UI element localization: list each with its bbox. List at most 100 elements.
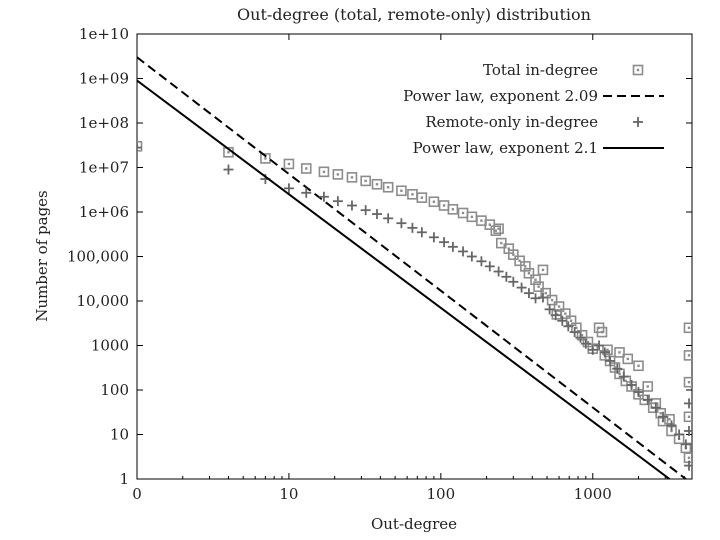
data-point-series-0	[260, 153, 271, 164]
data-point-series-0	[683, 322, 692, 334]
data-point-series-2	[301, 187, 312, 198]
data-point-series-2	[605, 355, 616, 366]
data-point-series-0-dot	[550, 298, 554, 302]
data-point-series-0-box	[490, 225, 502, 236]
data-point-series-0	[642, 381, 654, 392]
data-point-series-0-box	[371, 178, 383, 190]
data-point-series-2	[396, 218, 407, 229]
data-point-series-0-dot	[305, 167, 308, 170]
data-point-series-2	[599, 347, 610, 358]
data-point-series-0-dot	[534, 278, 537, 281]
data-point-series-0	[596, 326, 608, 338]
series-line-3	[137, 79, 671, 479]
data-point-series-0	[447, 203, 459, 215]
data-point-series-0-dot	[461, 211, 465, 215]
data-point-series-0-box	[633, 360, 644, 372]
x-tick-label: 1000	[574, 485, 612, 503]
data-point-series-0	[602, 344, 613, 356]
data-point-series-2	[618, 371, 629, 382]
data-point-series-2	[684, 425, 692, 436]
data-point-series-2	[484, 261, 495, 272]
legend-label-2: Remote-only in-degree	[425, 113, 598, 131]
data-point-series-2	[658, 411, 669, 422]
legend-marker-0-box	[632, 64, 644, 76]
data-point-series-0	[490, 225, 502, 236]
data-point-series-0-dot	[668, 418, 671, 421]
data-point-series-0	[560, 308, 571, 319]
data-point-series-0-box	[360, 175, 371, 187]
data-point-series-0-dot	[350, 176, 354, 179]
data-point-series-0-dot	[606, 348, 609, 352]
data-point-series-0-dot	[494, 229, 497, 232]
chart-title: Out-degree (total, remote-only) distribu…	[237, 5, 591, 24]
data-point-series-0-box	[137, 140, 143, 152]
data-point-series-0	[428, 196, 440, 208]
y-axis-label: Number of pages	[33, 190, 51, 322]
data-point-series-2	[642, 394, 653, 405]
data-point-series-0-dot	[512, 253, 515, 256]
data-point-series-0-box	[553, 301, 565, 312]
data-point-series-0-dot	[618, 351, 621, 354]
data-point-series-0	[495, 237, 507, 249]
legend-marker-0	[632, 64, 644, 76]
data-point-series-0	[533, 281, 544, 292]
data-point-series-2	[626, 379, 637, 390]
data-point-series-0-box	[428, 196, 440, 208]
data-point-series-0-dot	[600, 330, 604, 334]
data-point-series-0-box	[523, 267, 535, 279]
y-tick-label: 10,000	[77, 292, 130, 310]
data-point-series-0-box	[416, 192, 428, 203]
data-point-series-0-box	[382, 181, 394, 193]
data-point-series-2	[466, 251, 477, 262]
data-point-series-0-dot	[687, 456, 691, 459]
data-point-series-2	[557, 315, 568, 326]
data-point-series-2	[407, 222, 418, 233]
data-point-series-0-dot	[488, 223, 491, 226]
data-point-series-0	[655, 407, 666, 419]
data-point-series-2	[372, 209, 383, 220]
data-point-series-0	[683, 411, 692, 423]
data-point-series-0-dot	[544, 291, 547, 295]
data-point-series-0-box	[514, 255, 525, 267]
data-point-series-2	[318, 191, 329, 202]
data-point-series-0-dot	[432, 200, 436, 203]
data-point-series-2	[680, 439, 691, 450]
data-point-series-2	[332, 196, 343, 207]
data-point-series-0	[283, 158, 295, 170]
data-point-series-2	[544, 304, 555, 315]
data-point-series-0-dot	[500, 241, 503, 245]
data-point-series-0-box	[520, 261, 531, 272]
data-point-series-0-box	[396, 185, 407, 197]
data-point-series-0-box	[576, 329, 588, 341]
data-point-series-0-dot	[687, 354, 691, 357]
x-axis-label: Out-degree	[371, 515, 457, 533]
data-point-series-0	[493, 223, 504, 235]
data-point-series-0	[546, 294, 558, 306]
data-point-series-2	[501, 271, 512, 282]
data-point-series-0-box	[346, 172, 358, 183]
data-point-series-0-dot	[322, 170, 326, 174]
data-point-series-2	[416, 227, 427, 238]
data-point-series-0-box	[546, 294, 558, 306]
data-point-series-0-dot	[687, 415, 691, 418]
data-point-series-0-dot	[524, 265, 527, 268]
data-point-series-0-dot	[613, 366, 617, 369]
data-point-series-0-dot	[687, 380, 691, 384]
data-point-series-0-box	[332, 169, 344, 180]
data-point-series-2	[476, 256, 487, 267]
y-tick-label: 1e+10	[79, 25, 129, 43]
data-point-series-0-dot	[264, 157, 267, 160]
data-point-series-0	[683, 350, 692, 361]
data-point-series-0-box	[683, 411, 692, 423]
data-point-series-2	[360, 205, 371, 216]
data-point-series-2	[493, 266, 504, 277]
data-point-series-0-dot	[527, 272, 531, 275]
y-tick-label: 1000	[91, 337, 129, 355]
data-point-series-0-dot	[626, 357, 629, 361]
data-point-series-0-box	[508, 249, 519, 260]
data-point-series-0-dot	[569, 319, 573, 322]
data-point-series-2	[516, 282, 527, 293]
data-point-series-0	[396, 185, 407, 197]
